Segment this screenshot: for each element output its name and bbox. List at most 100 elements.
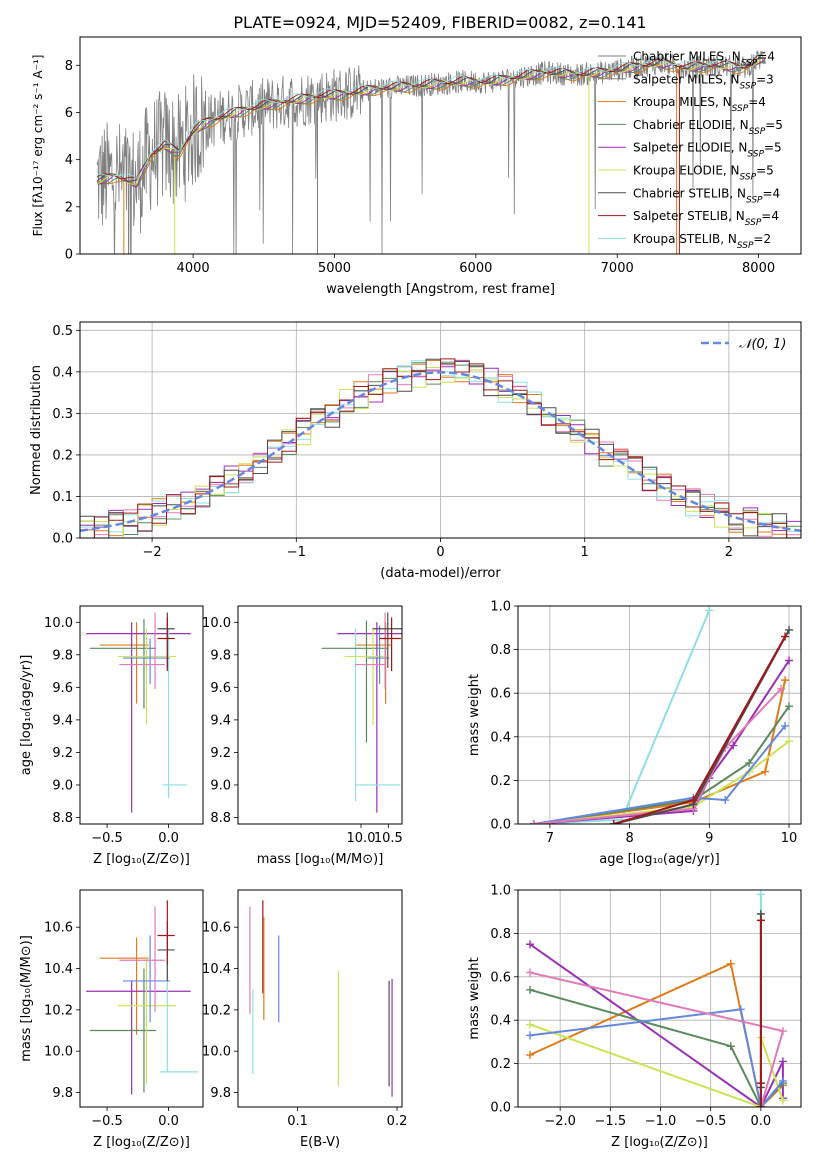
axes-frame: [79, 889, 204, 1108]
legend-label: Kroupa ELODIE, NSSP=5: [633, 164, 774, 183]
y-tick-label: 0.8: [490, 643, 511, 658]
axes-frame: [517, 889, 802, 1108]
x-tick-label: 8: [625, 831, 633, 846]
weight-point: [781, 721, 790, 730]
weight-line: [533, 688, 782, 824]
weight-point: [777, 684, 786, 693]
y-axis-label: mass [log₁₀(M/M⊙)]: [19, 935, 34, 1062]
y-axis-label: Flux [fλ10⁻¹⁷ erg cm⁻² s⁻¹ A⁻¹]: [31, 55, 45, 237]
y-tick-label: 0.3: [52, 407, 73, 422]
x-axis-label: E(B-V): [300, 1135, 340, 1150]
mass-vs-metallicity-panel: −0.5 0.0 9.8 10.0 10.2 10.4 10.6 Z [log₁₀(Z/Z⊙)…: [19, 889, 204, 1150]
y-tick-label: 10.2: [44, 1003, 73, 1018]
y-tick-label: 9.0: [52, 778, 73, 793]
weight-point: [705, 606, 714, 615]
legend-label: Kroupa STELIB, NSSP=2: [633, 232, 771, 251]
weight-line: [533, 740, 790, 824]
axes-frame: [79, 321, 802, 539]
axes-frame: [79, 36, 802, 255]
plot-area: [96, 50, 766, 254]
y-tick-label: 0.5: [52, 324, 73, 339]
y-tick-label: 9.8: [52, 1086, 73, 1101]
weight-point: [526, 1031, 535, 1040]
y-tick-label: 8.8: [210, 811, 231, 826]
normal-reference-curve: [80, 371, 801, 532]
weight-point: [781, 676, 790, 685]
weight-point: [529, 820, 538, 824]
y-tick-label: 0.6: [490, 687, 511, 702]
x-tick-label: 0.0: [158, 831, 179, 846]
axes-frame: [517, 605, 802, 825]
plot-area: [529, 606, 794, 824]
weight-point: [785, 737, 794, 746]
y-tick-label: 0.2: [490, 774, 511, 789]
spectrum-panel: 4000 5000 6000 7000 8000 0 2 4 6 8 wavelength [Ang…: [31, 36, 802, 297]
model-fit-line: [96, 51, 766, 182]
y-tick-label: 10.6: [202, 921, 231, 936]
y-tick-label: 0.2: [52, 448, 73, 463]
x-tick-label: 10.5: [374, 831, 403, 846]
y-tick-label: 9.2: [210, 746, 231, 761]
x-tick-label: −0.5: [91, 1114, 123, 1129]
y-tick-label: 10.2: [202, 1003, 231, 1018]
weight-point: [609, 820, 618, 824]
y-tick-label: 0.2: [490, 1057, 511, 1072]
x-tick-label: 5000: [318, 261, 351, 276]
model-fit-line: [96, 57, 766, 188]
plot-area: [86, 900, 199, 1095]
x-axis-label: Z [log₁₀(Z/Z⊙)]: [93, 1135, 190, 1150]
y-tick-label: 0.0: [490, 818, 511, 833]
weight-line: [529, 988, 784, 1107]
x-tick-label: −2.0: [544, 1114, 576, 1129]
weight-point: [526, 985, 535, 994]
x-tick-label: 0.1: [287, 1114, 308, 1129]
plot-area: [249, 900, 393, 1097]
x-tick-label: 6000: [459, 261, 492, 276]
residual-histogram-line: [80, 358, 801, 538]
y-tick-label: 9.6: [52, 681, 73, 696]
weight-point: [745, 758, 754, 767]
y-tick-label: 10.4: [202, 962, 231, 977]
weight-line: [533, 659, 790, 824]
weight-point: [721, 796, 730, 805]
weight-point: [726, 1042, 735, 1051]
y-tick-label: 0.0: [490, 1101, 511, 1116]
y-tick-label: 1.0: [490, 600, 511, 615]
weight-line: [533, 610, 711, 824]
x-tick-label: 8000: [742, 261, 775, 276]
y-tick-label: 9.8: [52, 648, 73, 663]
x-axis-label: Z [log₁₀(Z/Z⊙)]: [93, 852, 190, 867]
weight-point: [726, 959, 735, 968]
observed-spectrum-line: [96, 50, 766, 254]
weight-point: [778, 1096, 787, 1105]
x-axis-label: wavelength [Angstrom, rest frame]: [326, 282, 555, 297]
plot-area: [86, 612, 191, 813]
legend-label: Salpeter STELIB, NSSP=4: [633, 209, 779, 228]
y-tick-label: 9.4: [210, 713, 231, 728]
x-tick-label: 9: [705, 831, 713, 846]
weight-point: [785, 656, 794, 665]
x-tick-label: −1.5: [595, 1114, 627, 1129]
y-tick-label: 2: [65, 200, 73, 215]
residuals-panel: −2 −1 0 1 2 0.0 0.1 0.2 0.3 0.4 0.5 (data-model)/er…: [29, 321, 802, 581]
weight-point: [778, 1027, 787, 1036]
weight-point: [526, 1050, 535, 1059]
plot-area: [526, 890, 787, 1107]
y-tick-label: 10.6: [44, 921, 73, 936]
plot-area: [321, 612, 402, 813]
x-axis-label: mass [log₁₀(M/M⊙)]: [257, 852, 384, 867]
y-tick-label: 0.6: [490, 970, 511, 985]
legend-label: Salpeter MILES, NSSP=3: [633, 72, 774, 91]
weight-point: [781, 632, 790, 641]
weight-point: [736, 1005, 745, 1014]
weight-point: [526, 968, 535, 977]
x-tick-label: 0.0: [158, 1114, 179, 1129]
x-tick-label: −1.0: [645, 1114, 677, 1129]
weight-point: [756, 1103, 765, 1107]
weight-line: [529, 962, 784, 1107]
y-axis-label: mass weight: [467, 957, 482, 1039]
x-axis-label: Z [log₁₀(Z/Z⊙)]: [611, 1135, 708, 1150]
y-tick-label: 10.4: [44, 962, 73, 977]
legend-label: Chabrier ELODIE, NSSP=5: [633, 118, 783, 137]
